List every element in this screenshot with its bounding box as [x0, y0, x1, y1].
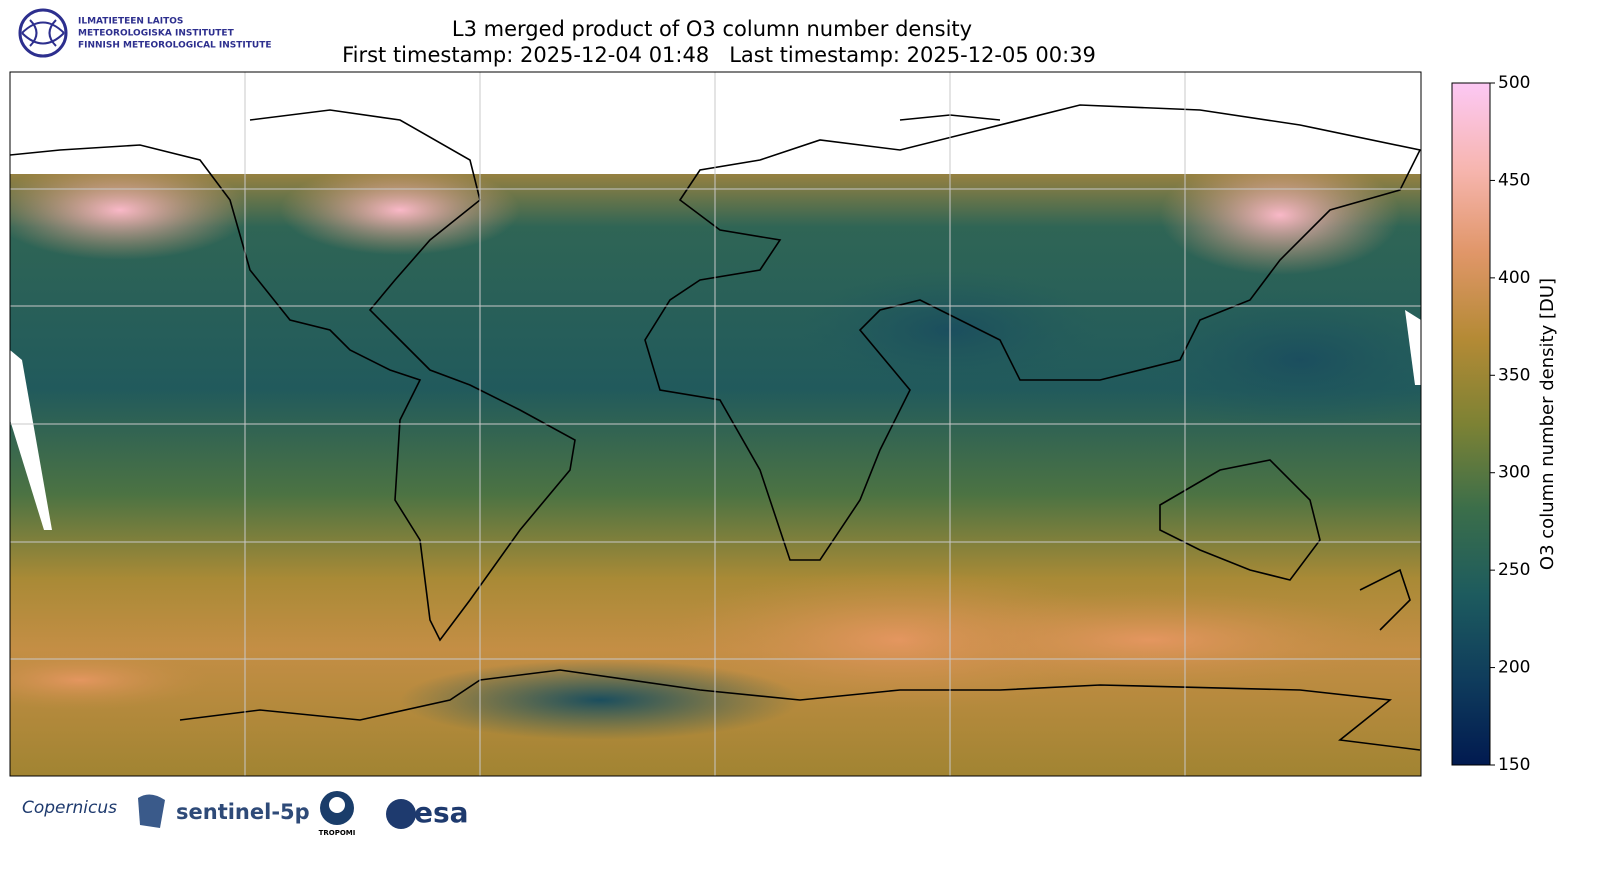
- institute-name: ILMATIETEEN LAITOS: [78, 17, 183, 27]
- sentinel-icon: [138, 794, 165, 828]
- copernicus-logo: Copernicus: [22, 798, 117, 818]
- graticule: [10, 72, 1421, 776]
- fmi-logo: ILMATIETEEN LAITOS METEOROLOGISKA INSTIT…: [18, 8, 272, 58]
- colorbar-tick-label: 250: [1498, 560, 1530, 580]
- esa-icon: [386, 799, 416, 829]
- colorbar-scale: [1451, 82, 1491, 766]
- colorbar-tick-label: 400: [1498, 268, 1530, 288]
- coastlines: [10, 104, 1421, 751]
- colorbar-tick-label: 200: [1498, 658, 1530, 678]
- colorbar-tick-label: 300: [1498, 463, 1530, 483]
- map-title: L3 merged product of O3 column number de…: [452, 17, 972, 41]
- colorbar-tick-label: 350: [1498, 365, 1530, 385]
- tropomi-logo: TROPOMI: [319, 829, 356, 837]
- colorbar-tick-label: 450: [1498, 170, 1530, 190]
- logos: Copernicus sentinel-5p TROPOMI esa: [22, 791, 469, 837]
- map-frame: [9, 71, 1422, 777]
- colorbar: 150 200 250 300 350 400 450 500: [1451, 73, 1530, 775]
- map-subtitle: First timestamp: 2025-12-04 01:48 Last t…: [342, 43, 1096, 67]
- institute-name: FINNISH METEOROLOGICAL INSTITUTE: [78, 41, 272, 51]
- colorbar-tick-label: 150: [1498, 755, 1530, 775]
- esa-logo: esa: [414, 796, 469, 829]
- sentinel-logo: sentinel-5p: [176, 800, 310, 824]
- institute-name: METEOROLOGISKA INSTITUTET: [78, 29, 235, 39]
- colorbar-tick-label: 500: [1498, 73, 1530, 93]
- colorbar-label: O3 column number density [DU]: [1537, 278, 1558, 570]
